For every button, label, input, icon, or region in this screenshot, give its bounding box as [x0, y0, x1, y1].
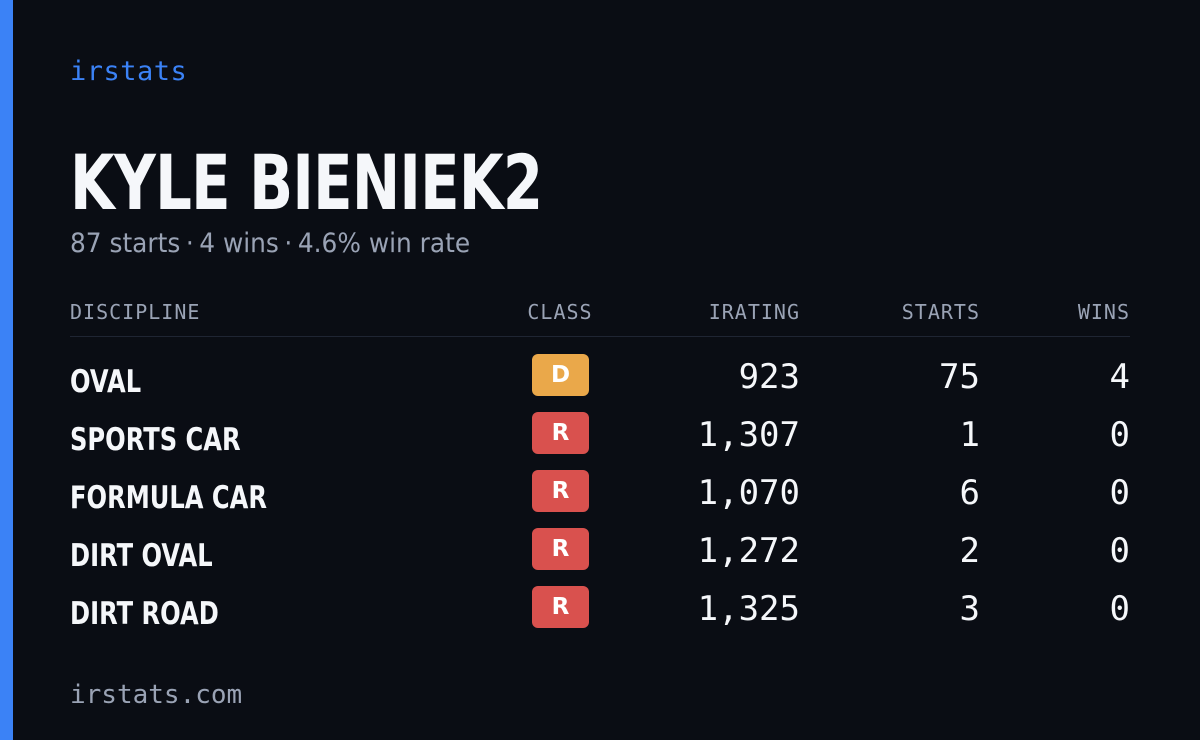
footer-url: irstats.com — [70, 680, 243, 710]
header-starts: STARTS — [901, 300, 980, 324]
header-wins: WINS — [1077, 300, 1130, 324]
discipline-name: FORMULA CAR — [70, 480, 268, 516]
starts-summary: 87 starts — [70, 228, 181, 259]
table-row: DIRT ROAD R 1,325 3 0 — [0, 586, 1200, 644]
discipline-name: SPORTS CAR — [70, 422, 241, 458]
irating-value: 923 — [738, 357, 800, 397]
accent-bar — [0, 0, 13, 740]
irating-value: 1,070 — [697, 473, 800, 513]
discipline-name: DIRT ROAD — [70, 596, 219, 632]
class-badge: R — [532, 586, 589, 628]
irating-value: 1,272 — [697, 531, 800, 571]
table-row: SPORTS CAR R 1,307 1 0 — [0, 412, 1200, 470]
starts-value: 3 — [959, 589, 980, 629]
discipline-name: OVAL — [70, 364, 142, 400]
header-divider — [70, 336, 1130, 337]
driver-name: KYLE BIENIEK2 — [70, 138, 543, 227]
table-row: OVAL D 923 75 4 — [0, 354, 1200, 412]
starts-value: 6 — [959, 473, 980, 513]
class-badge: R — [532, 528, 589, 570]
wins-value: 0 — [1109, 531, 1130, 571]
irating-value: 1,325 — [697, 589, 800, 629]
class-badge: D — [532, 354, 589, 396]
wins-value: 0 — [1109, 589, 1130, 629]
table-row: DIRT OVAL R 1,272 2 0 — [0, 528, 1200, 586]
table-row: FORMULA CAR R 1,070 6 0 — [0, 470, 1200, 528]
starts-value: 2 — [959, 531, 980, 571]
header-class: CLASS — [527, 300, 593, 324]
class-badge: R — [532, 470, 589, 512]
header-discipline: DISCIPLINE — [70, 300, 201, 324]
starts-value: 1 — [959, 415, 980, 455]
driver-summary: 87 starts · 4 wins · 4.6% win rate — [70, 228, 470, 259]
starts-value: 75 — [939, 357, 980, 397]
summary-separator: · — [284, 228, 293, 259]
brand-logo-text: irstats — [70, 56, 188, 87]
summary-separator: · — [185, 228, 194, 259]
irating-value: 1,307 — [697, 415, 800, 455]
wins-value: 0 — [1109, 415, 1130, 455]
discipline-name: DIRT OVAL — [70, 538, 213, 574]
wins-summary: 4 wins — [199, 228, 279, 259]
header-irating: IRATING — [708, 300, 800, 324]
win-rate-summary: 4.6% win rate — [297, 228, 471, 259]
wins-value: 4 — [1109, 357, 1130, 397]
wins-value: 0 — [1109, 473, 1130, 513]
class-badge: R — [532, 412, 589, 454]
